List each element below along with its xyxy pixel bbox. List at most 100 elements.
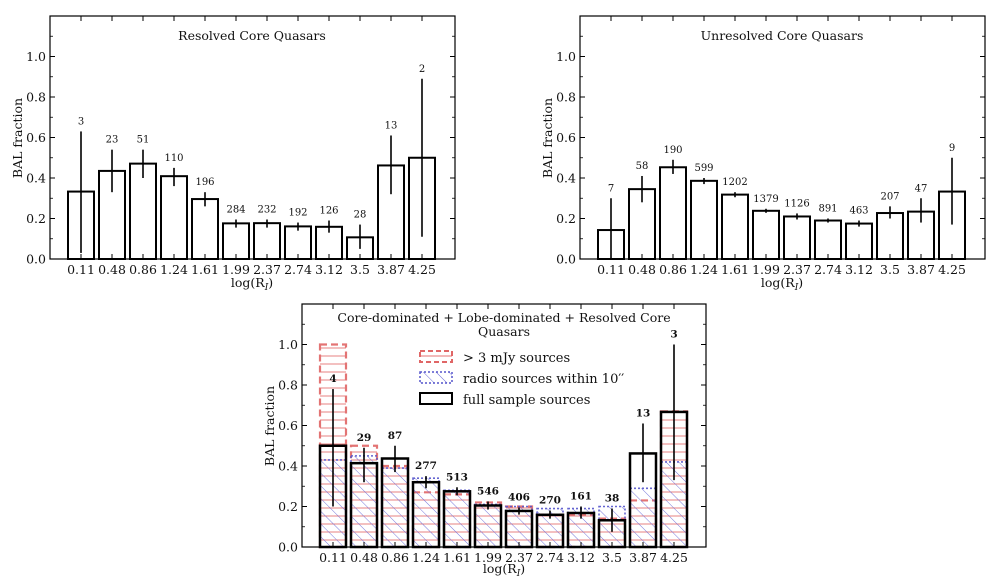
bar <box>845 222 873 260</box>
x-tick-label: 1.99 <box>474 550 502 565</box>
x-ticks: 0.11 0.48 0.86 1.24 1.61 1.99 2.37 2.74 3.12 3.5 3… <box>319 304 688 565</box>
bar <box>783 215 811 261</box>
x-tick-label: 0.86 <box>381 550 409 565</box>
x-ticks: 0.11 0.48 0.86 1.24 1.61 1.99 2.37 2.74 3.12 3.5 3… <box>597 16 966 277</box>
x-ticks: 0.11 0.48 0.86 1.24 1.61 1.99 2.37 2.74 3.12 3.5 3… <box>67 16 436 277</box>
y-tick-label: 1.0 <box>278 337 298 352</box>
chart-title-line2: Quasars <box>478 324 530 339</box>
legend-swatch-black <box>419 392 453 405</box>
x-tick-label: 0.11 <box>597 262 625 277</box>
count-label: 196 <box>195 177 214 188</box>
x-tick-label: 0.48 <box>350 550 378 565</box>
count-label: 110 <box>164 153 183 164</box>
x-axis-label: log(RI) <box>483 561 525 576</box>
y-tick-label: 0.8 <box>556 90 576 105</box>
count-label: 7 <box>608 183 614 194</box>
x-tick-label: 1.24 <box>412 550 440 565</box>
count-label: 192 <box>288 208 307 219</box>
bar <box>721 193 749 260</box>
x-tick-label: 4.25 <box>408 262 436 277</box>
y-tick-label: 0.8 <box>278 378 298 393</box>
count-label: 284 <box>226 205 245 216</box>
chart-title: Unresolved Core Quasars <box>701 28 864 43</box>
x-axis-label-main: log(R <box>761 275 795 290</box>
y-tick-label: 0.4 <box>556 171 576 186</box>
x-tick-label: 2.37 <box>783 262 811 277</box>
y-tick-label: 1.0 <box>556 49 576 64</box>
bar <box>284 225 312 261</box>
bar <box>752 209 780 260</box>
x-tick-label: 4.25 <box>938 262 966 277</box>
count-label: 406 <box>508 492 530 504</box>
x-tick-label: 1.99 <box>222 262 250 277</box>
x-tick-label: 1.24 <box>690 262 718 277</box>
count-label: 9 <box>949 143 955 154</box>
bar <box>814 219 842 260</box>
count-label: 546 <box>477 485 499 497</box>
y-tick-label: 0.0 <box>556 252 576 267</box>
bar <box>222 222 250 260</box>
bars-resolved-core: 3 23 51 110 196 284 232 192 126 28 13 2 <box>67 64 436 261</box>
bars-combined: 4 29 87 277 513 546 406 270 161 38 13 3 <box>318 329 689 549</box>
bar <box>160 175 188 261</box>
bar <box>876 212 904 260</box>
chart-resolved-core: 3 23 51 110 196 284 232 192 126 28 13 2 Resolved Co… <box>10 15 456 293</box>
count-label: 47 <box>915 183 928 194</box>
count-label: 463 <box>849 206 868 217</box>
count-label: 270 <box>539 495 561 507</box>
bar <box>659 166 687 260</box>
bar-radio <box>474 503 502 548</box>
x-axis-label: log(RI) <box>761 275 803 293</box>
chart-title: Core-dominated + Lobe-dominated + Resolv… <box>337 310 670 325</box>
x-tick-label: 2.74 <box>284 262 312 277</box>
y-ticks: 0.0 0.2 0.4 0.6 0.8 1.0 <box>26 35 455 267</box>
x-axis-label-main: log(R <box>483 561 517 576</box>
x-tick-label: 1.99 <box>752 262 780 277</box>
y-tick-label: 0.6 <box>278 418 298 433</box>
x-tick-label: 2.74 <box>814 262 842 277</box>
x-axis-label-main: log(R <box>231 275 265 290</box>
x-tick-label: 0.11 <box>67 262 95 277</box>
x-tick-label: 0.86 <box>129 262 157 277</box>
chart-combined: 4 29 87 277 513 546 406 270 161 38 13 3 Core-domina… <box>262 303 707 576</box>
legend: > 3 mJy sources radio sources within 10′… <box>419 350 624 408</box>
count-label: 87 <box>388 430 403 442</box>
bar <box>191 198 219 260</box>
count-label: 277 <box>415 460 437 472</box>
count-label: 161 <box>570 491 592 503</box>
count-label: 13 <box>636 407 651 419</box>
count-label: 513 <box>446 471 468 483</box>
x-tick-label: 3.5 <box>880 262 900 277</box>
count-label: 232 <box>257 205 276 216</box>
x-tick-label: 0.48 <box>628 262 656 277</box>
count-label: 29 <box>357 432 372 444</box>
count-label: 13 <box>385 120 398 131</box>
y-tick-label: 0.4 <box>26 171 46 186</box>
y-tick-label: 0.6 <box>26 130 46 145</box>
chart-unresolved-core: 7 58 190 599 1202 1379 1126 891 463 207 47 9 Unreso… <box>540 15 986 293</box>
x-tick-label: 4.25 <box>660 550 688 565</box>
bar <box>253 222 281 260</box>
x-tick-label: 3.12 <box>315 262 343 277</box>
x-axis-label-sub: I <box>794 283 799 293</box>
count-label: 1126 <box>784 198 809 209</box>
x-tick-label: 0.11 <box>319 550 347 565</box>
x-tick-label: 1.24 <box>160 262 188 277</box>
x-tick-label: 3.87 <box>907 262 935 277</box>
count-label: 599 <box>694 163 713 174</box>
count-label: 891 <box>818 204 837 215</box>
legend-swatch-red <box>419 350 453 363</box>
x-tick-label: 0.86 <box>659 262 687 277</box>
count-label: 3 <box>670 329 677 341</box>
bar <box>690 179 718 261</box>
y-tick-label: 0.6 <box>556 130 576 145</box>
count-label: 207 <box>880 191 899 202</box>
count-label: 1202 <box>722 177 747 188</box>
x-tick-label: 0.48 <box>98 262 126 277</box>
legend-label-black: full sample sources <box>463 393 590 408</box>
y-tick-label: 0.8 <box>26 90 46 105</box>
x-tick-label: 1.61 <box>443 550 471 565</box>
bar-radio <box>443 489 471 548</box>
legend-label-blue: radio sources within 10′′ <box>463 372 624 387</box>
